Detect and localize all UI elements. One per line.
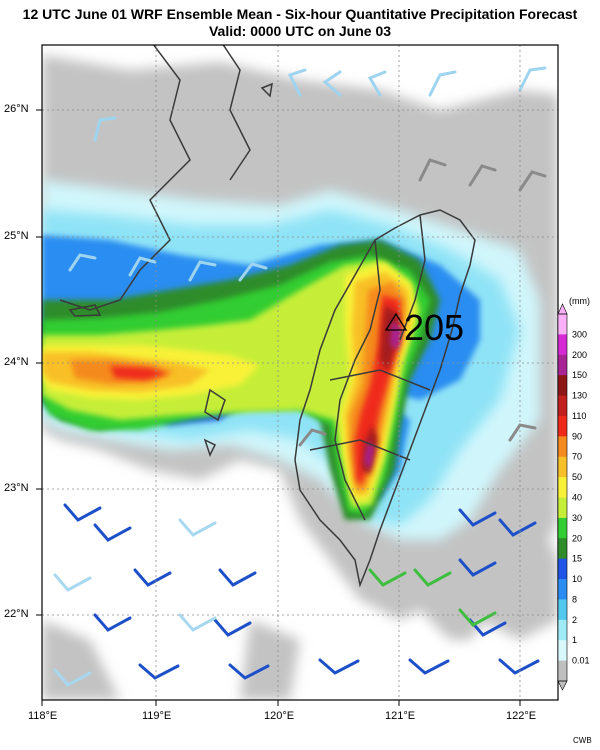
legend-arrow-up (557, 303, 568, 315)
legend-level-label: 1 (572, 635, 577, 645)
legend-level-label: 2 (572, 615, 577, 625)
legend-level-label: 8 (572, 594, 577, 604)
map-title: 12 UTC June 01 WRF Ensemble Mean - Six-h… (22, 6, 578, 22)
lon-label-119: 119°E (142, 710, 172, 722)
map-subtitle: Valid: 0000 UTC on June 03 (208, 23, 392, 39)
coastline (59, 45, 476, 588)
legend-level-label: 20 (572, 533, 582, 543)
max-value-label: 205 (404, 307, 464, 348)
legend-swatch (558, 334, 567, 356)
legend-level-label: 110 (572, 411, 586, 421)
legend-level-label: 15 (572, 554, 582, 564)
legend-arrow-down (557, 680, 568, 691)
precip-legend: (mm) 300 200 150 130 110 90 70 50 40 30 20 15 10 8 2 1 0… (554, 296, 600, 691)
legend-swatch (558, 477, 567, 498)
legend-swatch (558, 436, 567, 458)
lon-label-118: 118°E (28, 710, 58, 722)
lat-label-23: 23°N (4, 482, 29, 494)
lat-label-26: 26°N (4, 103, 29, 115)
legend-level-label: 300 (572, 329, 587, 339)
axis-ticks (36, 109, 521, 706)
lon-label-121: 121°E (385, 710, 416, 722)
lat-label-24: 24°N (4, 356, 29, 368)
legend-swatch (558, 538, 567, 560)
legend-level-label: 50 (572, 472, 582, 482)
legend-swatch (558, 354, 567, 376)
legend-colorbar: 300 200 150 130 110 90 70 50 40 30 20 15 10 8 2 1 0.01 (557, 303, 590, 691)
legend-swatch (558, 415, 567, 437)
legend-level-label: 90 (572, 431, 582, 441)
legend-swatch (558, 395, 567, 417)
max-marker-triangle (384, 312, 408, 331)
lon-label-120: 120°E (264, 710, 295, 722)
legend-unit: (mm) (569, 296, 590, 306)
legend-level-label: 200 (572, 350, 587, 360)
legend-swatch (558, 456, 567, 478)
legend-swatch (558, 579, 567, 600)
legend-level-label: 130 (572, 391, 587, 401)
lat-label-25: 25°N (4, 230, 29, 242)
legend-swatch (558, 619, 567, 641)
graticule (42, 45, 558, 700)
legend-level-label: 40 (572, 493, 582, 503)
legend-level-label: 150 (572, 370, 587, 380)
lon-label-122: 122°E (506, 710, 537, 722)
legend-swatch (558, 660, 567, 682)
legend-swatch (558, 558, 567, 580)
legend-swatch (558, 640, 567, 662)
wind-barbs (53, 66, 547, 687)
legend-frame (557, 313, 568, 682)
legend-level-label: 30 (572, 513, 582, 523)
legend-swatch (558, 517, 567, 539)
legend-swatch (558, 599, 567, 621)
legend-swatch (558, 497, 567, 519)
legend-level-label: 70 (572, 452, 582, 462)
lat-label-22: 22°N (4, 608, 29, 620)
legend-level-label: 0.01 (572, 656, 590, 666)
credit-label: CWB (573, 736, 592, 745)
legend-swatch (558, 314, 567, 335)
legend-level-label: 10 (572, 574, 582, 584)
precip-200mm-area (364, 320, 402, 470)
legend-swatch (558, 375, 567, 397)
